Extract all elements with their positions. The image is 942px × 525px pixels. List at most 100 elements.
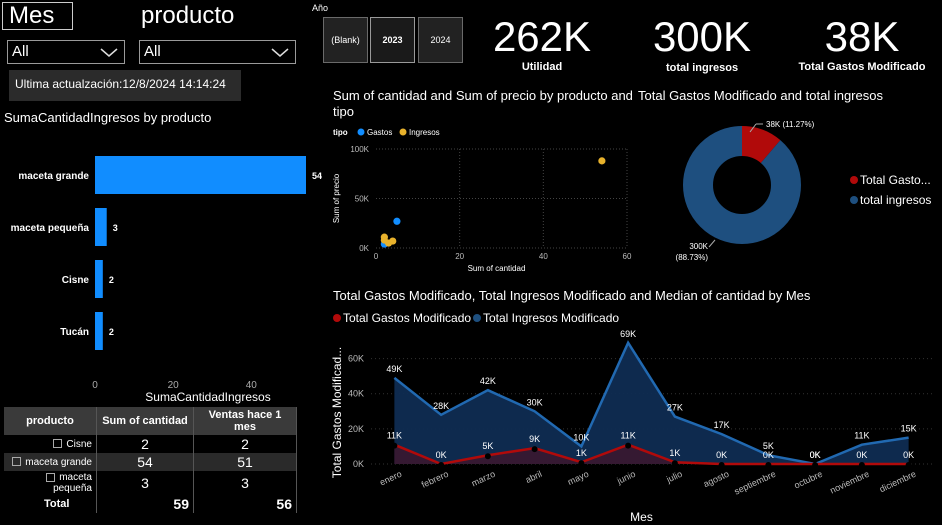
year-option-blank[interactable]: (Blank)	[323, 17, 368, 63]
area-chart-title: Total Gastos Modificado, Total Ingresos …	[333, 288, 811, 303]
donut-chart-title: Total Gastos Modificado and total ingres…	[638, 88, 883, 103]
x-tick-label: 0	[374, 252, 379, 261]
kpi-gastos-value: 38K	[824, 13, 900, 60]
kpi-utilidad-value: 262K	[492, 13, 592, 60]
median-point	[671, 460, 678, 467]
bar-value-label: 54	[312, 171, 322, 181]
mes-dropdown[interactable]: All	[7, 40, 125, 64]
scatter-point-ingresos[interactable]	[380, 236, 388, 244]
legend-marker-ingresos	[473, 314, 481, 322]
legend-label-ingresos[interactable]: Total Ingresos Modificado	[483, 311, 619, 325]
data-label-ingresos: 17K	[714, 420, 730, 430]
legend-marker-ingresos	[399, 128, 407, 136]
scatter-point-gastos[interactable]	[393, 217, 401, 225]
table-cell-producto: Cisne	[4, 435, 97, 453]
bar[interactable]	[95, 156, 306, 194]
x-tick-label: 40	[246, 380, 258, 391]
table-cell-ventas: 3	[193, 471, 297, 495]
y-tick-label: 0K	[353, 459, 364, 469]
x-axis-title: SumaCantidadIngresos	[145, 390, 270, 404]
data-label-ingresos: 28K	[433, 401, 449, 411]
bar[interactable]	[95, 312, 103, 350]
y-tick-label: 60K	[348, 354, 364, 364]
bar-category-label: maceta grande	[18, 171, 89, 182]
table-row[interactable]: Cisne 2 2	[4, 435, 297, 453]
bar-category-label: Tucán	[60, 327, 89, 338]
line-gastos[interactable]	[393, 443, 909, 466]
table-cell-cantidad: 54	[96, 453, 194, 471]
scatter-point-ingresos[interactable]	[389, 237, 397, 245]
bar[interactable]	[95, 260, 103, 298]
bar[interactable]	[95, 208, 107, 246]
x-tick-label: 20	[168, 380, 180, 391]
x-tick-label: diciembre	[878, 469, 918, 495]
data-label-ingresos: 0K	[810, 450, 821, 460]
table-header-producto[interactable]: producto	[4, 407, 97, 435]
table-total-row: Total 59 56	[4, 495, 297, 513]
x-tick-label: junio	[615, 469, 637, 487]
data-label-ingresos: 27K	[667, 403, 683, 413]
x-tick-label: 0	[92, 380, 98, 391]
scatter-chart: tipo Gastos Ingresos 0K 50K 100K 0 20 40 60 Sum of…	[332, 128, 632, 273]
kpi-gastos-label: Total Gastos Modificado	[798, 61, 926, 73]
mes-dropdown-value: All	[12, 43, 29, 60]
y-tick-label: 0K	[359, 244, 369, 253]
table-total-ventas: 56	[193, 495, 297, 513]
data-label-gastos: 11K	[387, 431, 402, 441]
kpi-ingresos-value: 300K	[652, 13, 752, 60]
data-label-gastos: 0K	[716, 450, 727, 460]
leader-line	[708, 239, 716, 248]
data-label-gastos: 1K	[576, 448, 587, 458]
data-label-gastos: 5K	[482, 441, 493, 451]
expand-icon[interactable]	[12, 457, 22, 467]
x-tick-label: enero	[378, 469, 403, 488]
table-row[interactable]: maceta pequeña 3 3	[4, 471, 297, 495]
kpi-ingresos-label: total ingresos	[665, 62, 739, 74]
legend-label-ingresos: Ingresos	[409, 128, 440, 137]
expand-icon[interactable]	[46, 472, 56, 482]
line-ingresos[interactable]	[393, 340, 909, 466]
data-label-ingresos: 30K	[527, 397, 543, 407]
table-cell-ventas: 51	[193, 453, 297, 471]
x-tick-label: abril	[524, 469, 544, 485]
x-tick-label: 20	[455, 252, 464, 261]
legend-label-gastos[interactable]: Total Gasto...	[860, 173, 931, 187]
data-label-ingresos: 11K	[854, 431, 869, 441]
table-cell-cantidad: 3	[96, 471, 194, 495]
table-row[interactable]: maceta grande 54 51	[4, 453, 297, 471]
x-tick-label: febrero	[420, 469, 450, 490]
y-tick-label: 50K	[355, 195, 370, 204]
bar-value-label: 2	[109, 327, 114, 337]
bar-chart: maceta grande 54 maceta pequeña 3 Cisne 2 Tucá…	[11, 156, 322, 404]
table-header-ventas[interactable]: Ventas hace 1 mes	[193, 407, 297, 435]
median-point	[858, 462, 865, 468]
scatter-point-ingresos[interactable]	[598, 157, 606, 165]
year-option-2023[interactable]: 2023	[370, 17, 415, 63]
median-point	[438, 462, 445, 468]
legend-label-gastos[interactable]: Total Gastos Modificado	[343, 311, 471, 325]
legend-label-gastos: Gastos	[367, 128, 392, 137]
donut-chart: 38K (11.27%) 300K (88.73%) Total Gasto... to…	[676, 120, 932, 262]
median-point	[625, 442, 632, 449]
table-header-cantidad[interactable]: Sum of cantidad	[96, 407, 194, 435]
legend-label-ingresos[interactable]: total ingresos	[860, 193, 931, 207]
x-tick-label: octubre	[793, 469, 824, 491]
median-point	[484, 453, 491, 460]
median-point	[391, 442, 398, 449]
donut-slice[interactable]	[683, 126, 801, 244]
bar-category-label: maceta pequeña	[11, 223, 90, 234]
data-label-gastos: 1K	[669, 448, 680, 458]
data-label-gastos: 0K	[436, 450, 447, 460]
year-option-2024[interactable]: 2024	[418, 17, 463, 63]
table-cell-producto: maceta grande	[4, 453, 97, 471]
data-label-gastos: 0K	[810, 450, 821, 460]
data-label-gastos: 9K	[529, 434, 540, 444]
legend-marker-ingresos	[850, 196, 858, 204]
x-axis-title: Mes	[630, 510, 653, 524]
donut-sublabel-ingresos: (88.73%)	[676, 253, 709, 262]
expand-icon[interactable]	[53, 439, 63, 449]
data-label-ingresos: 5K	[763, 441, 774, 451]
producto-dropdown[interactable]: All	[139, 40, 296, 64]
legend-marker-gastos	[333, 314, 341, 322]
median-point	[765, 462, 772, 468]
